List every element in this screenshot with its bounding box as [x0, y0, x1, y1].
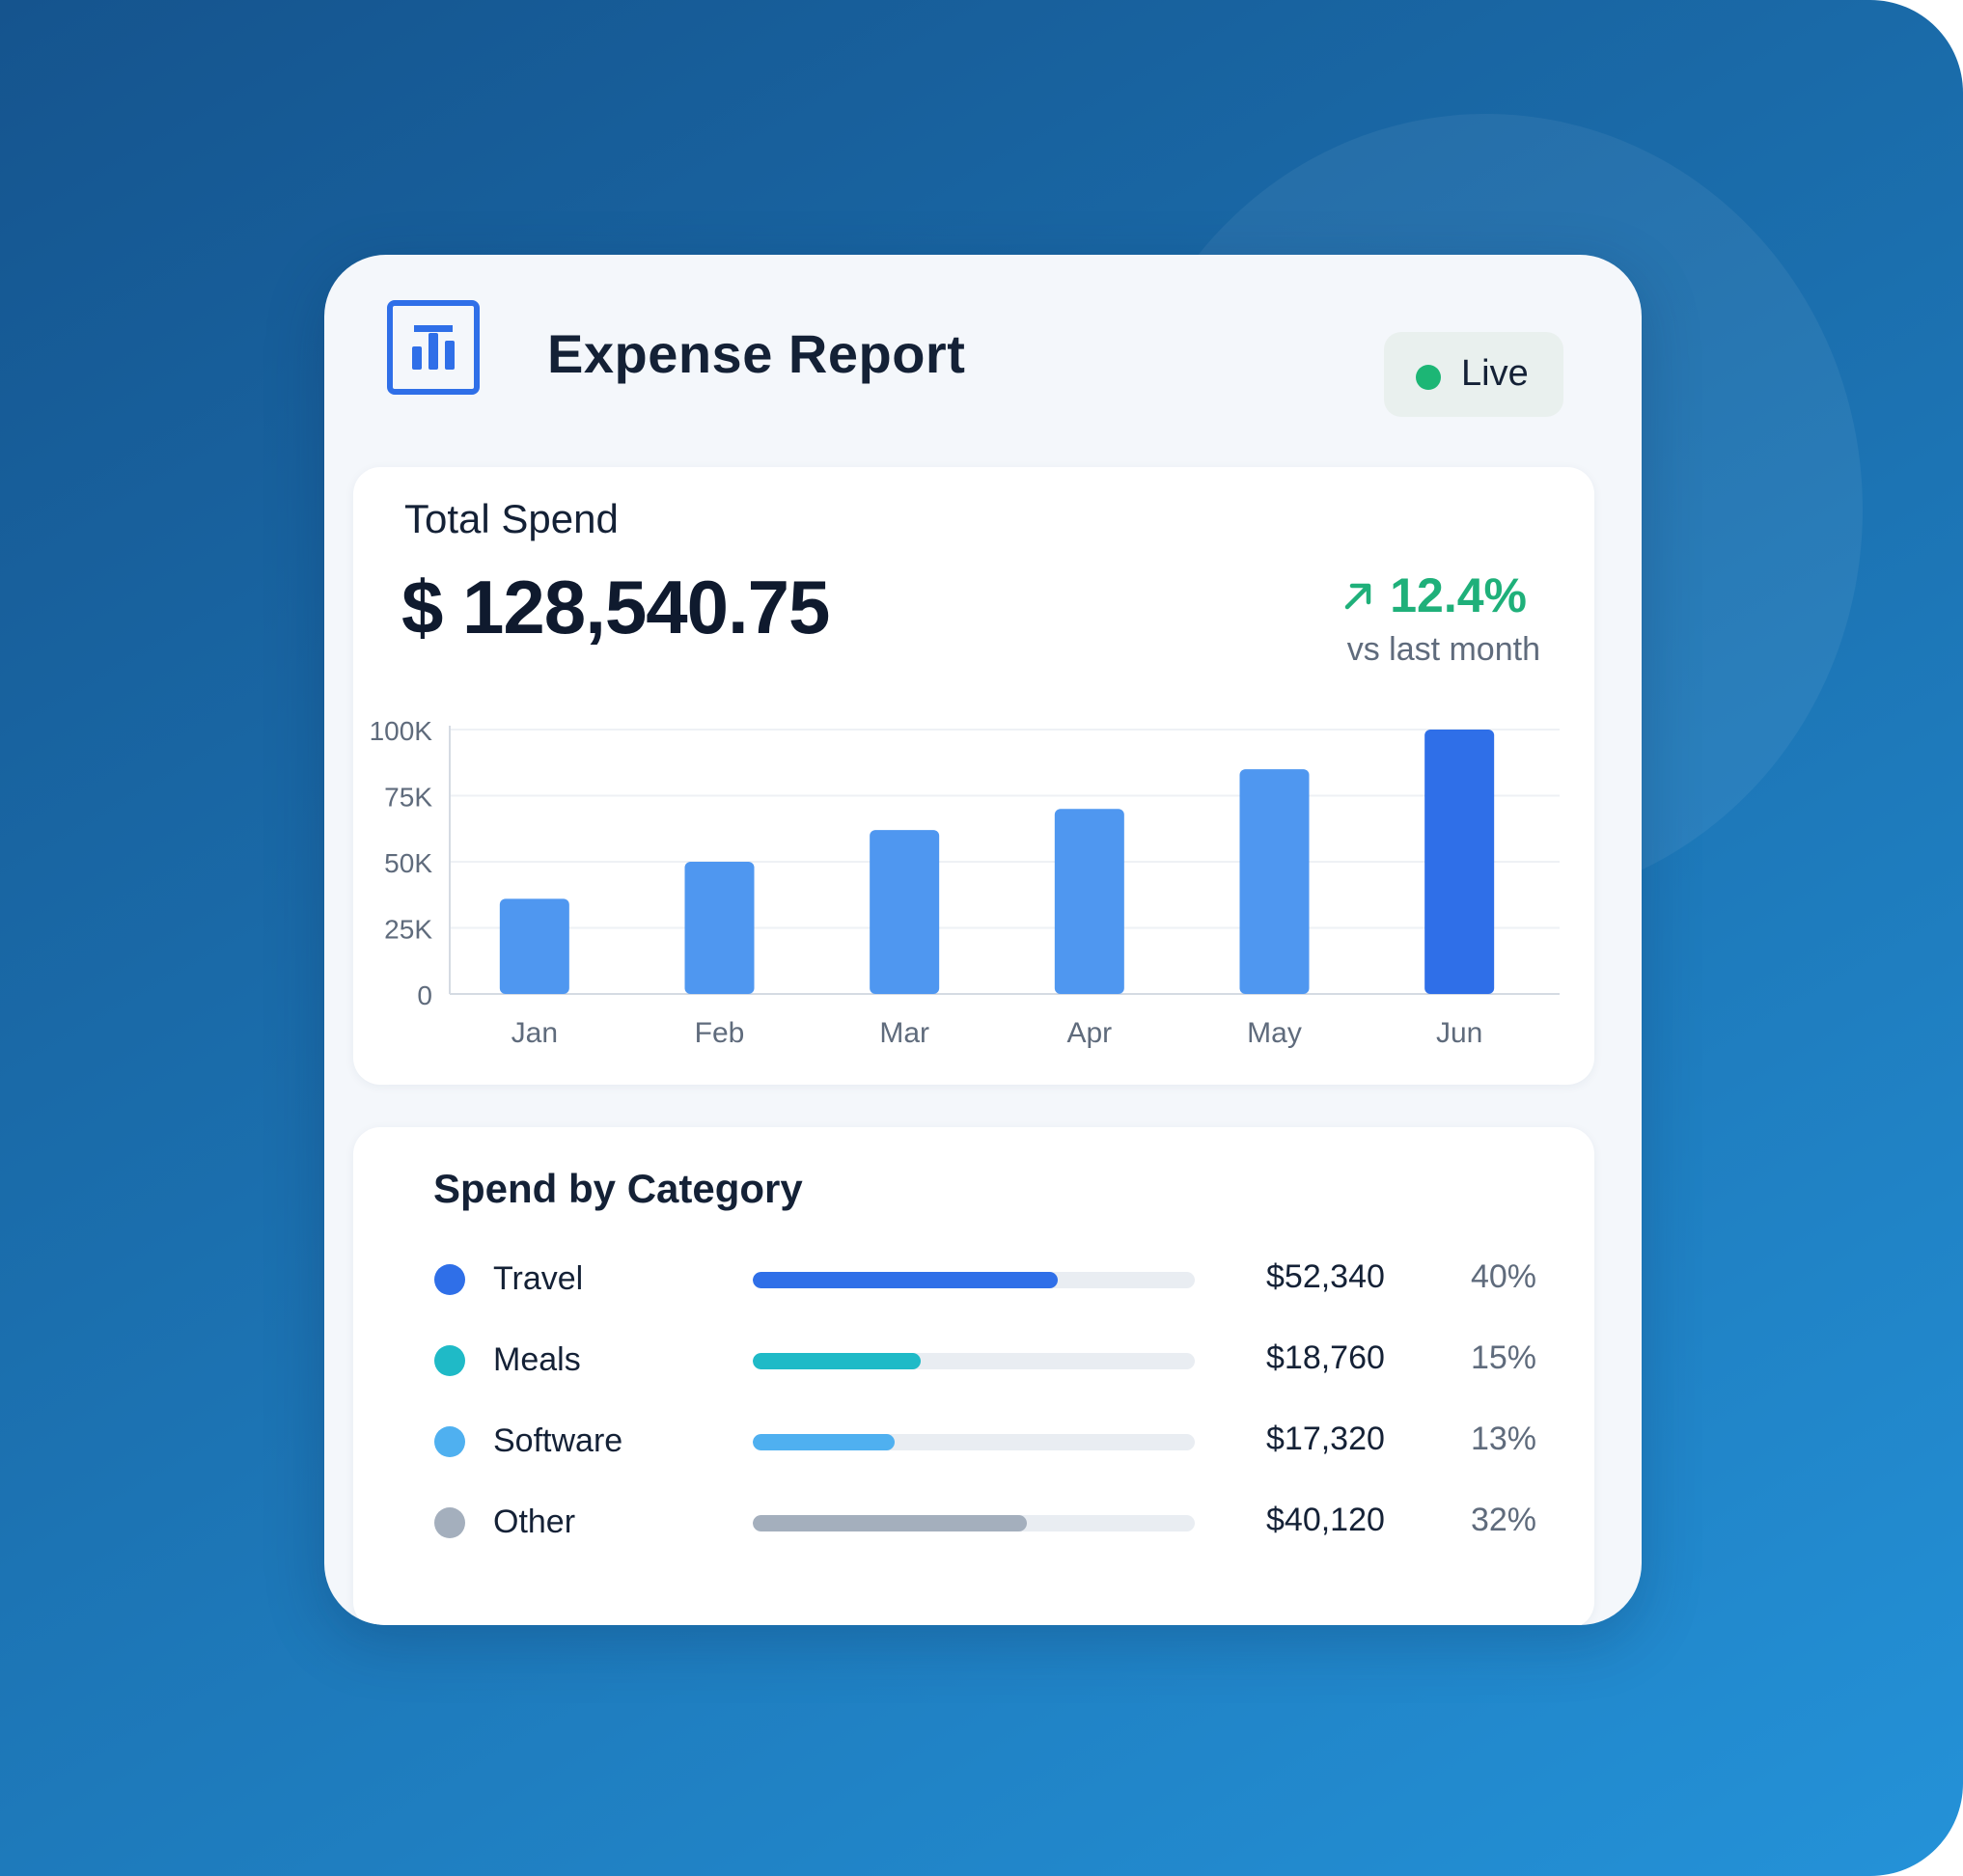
category-percent: 40% [1470, 1258, 1536, 1295]
arrow-up-right-icon [1344, 583, 1371, 610]
category-name: Other [493, 1504, 576, 1540]
category-amount: $52,340 [1266, 1258, 1385, 1295]
category-row-meals[interactable]: Meals $18,760 15% [353, 1332, 1594, 1390]
change-value: 12.4% [1390, 568, 1527, 622]
bar-may [1239, 769, 1310, 994]
spend-by-category-panel: Spend by Category Travel $52,340 40% Mea… [353, 1127, 1594, 1625]
category-progress-fill [753, 1272, 1059, 1288]
bar-chart-icon [387, 300, 480, 395]
live-status-label: Live [1461, 353, 1529, 394]
category-progress-bar [753, 1515, 1195, 1531]
category-percent: 15% [1470, 1339, 1536, 1376]
x-tick-label: Apr [1066, 1017, 1112, 1049]
category-row-other[interactable]: Other $40,120 32% [353, 1494, 1594, 1552]
x-tick-label: Feb [695, 1017, 745, 1049]
category-percent: 13% [1470, 1421, 1536, 1457]
total-spend-value: $ 128,540.75 [401, 565, 830, 649]
category-amount: $18,760 [1266, 1339, 1385, 1376]
x-tick-label: Mar [879, 1017, 929, 1049]
category-progress-bar [753, 1434, 1195, 1450]
category-dot [434, 1264, 465, 1295]
category-amount: $17,320 [1266, 1421, 1385, 1457]
category-row-travel[interactable]: Travel $52,340 40% [353, 1251, 1594, 1309]
total-spend-label: Total Spend [404, 496, 619, 541]
y-tick-label: 50K [384, 848, 432, 878]
live-status-dot [1416, 365, 1441, 390]
category-amount: $40,120 [1266, 1502, 1385, 1538]
x-tick-label: Jun [1436, 1017, 1482, 1049]
y-tick-label: 75K [384, 783, 432, 813]
total-spend-panel: Total Spend $ 128,540.75 12.4% vs last m… [353, 467, 1594, 1085]
category-progress-bar [753, 1272, 1195, 1288]
category-progress-fill [753, 1434, 895, 1450]
category-dot [434, 1507, 465, 1538]
page-title: Expense Report [547, 323, 966, 384]
expense-report-card: Expense Report Live Total Spend $ 128,54… [324, 255, 1642, 1625]
category-dot [434, 1345, 465, 1376]
bar-mar [870, 830, 940, 994]
y-tick-label: 100K [370, 716, 433, 746]
category-name: Software [493, 1422, 623, 1459]
y-tick-label: 0 [417, 980, 432, 1010]
bar-jun [1424, 730, 1495, 994]
x-tick-label: Jan [511, 1017, 558, 1049]
monthly-spend-bar-chart: 0 25K 50K 75K 100K Jan Feb Mar Apr May Jun [370, 716, 1560, 1049]
category-dot [434, 1426, 465, 1457]
category-row-software[interactable]: Software $17,320 13% [353, 1413, 1594, 1471]
x-tick-label: May [1247, 1017, 1302, 1049]
change-caption: vs last month [1346, 631, 1540, 668]
category-name: Meals [493, 1341, 581, 1378]
bar-jan [499, 898, 569, 994]
category-percent: 32% [1470, 1502, 1536, 1538]
change-indicator: 12.4% [1340, 567, 1527, 623]
category-progress-fill [753, 1515, 1027, 1531]
spend-by-category-title: Spend by Category [433, 1166, 803, 1211]
bar-apr [1054, 809, 1124, 994]
category-name: Travel [493, 1260, 584, 1297]
bar-feb [684, 862, 755, 994]
y-tick-label: 25K [384, 915, 432, 945]
category-progress-bar [753, 1353, 1195, 1369]
category-progress-fill [753, 1353, 922, 1369]
live-status-badge[interactable]: Live [1384, 332, 1563, 417]
